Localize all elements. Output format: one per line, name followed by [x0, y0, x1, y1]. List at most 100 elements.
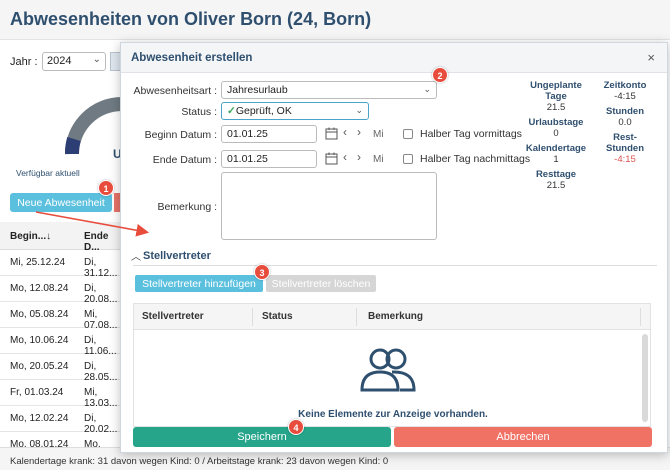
column-header-end[interactable]: Ende D... [84, 231, 109, 253]
add-deputy-button[interactable]: Stellvertreter hinzufügen [135, 275, 263, 292]
year-select[interactable]: 2024 ⌄ [42, 52, 106, 71]
cell-begin: Fr, 01.03.24 [10, 387, 64, 398]
create-absence-dialog: Abwesenheit erstellen × Abwesenheitsart … [120, 42, 668, 453]
chevron-left-icon[interactable]: ‹ [343, 125, 347, 139]
end-date-input[interactable]: 01.01.25 [221, 150, 317, 168]
stat-label: Rest-Stunden [606, 132, 644, 154]
annotation-badge: 1 [98, 180, 114, 196]
stats-left: Ungeplante Tage 21.5 Urlaubstage 0 Kalen… [519, 80, 593, 191]
column-header-status[interactable]: Status [262, 311, 293, 322]
grid-header: Stellvertreter Status Bemerkung [134, 304, 650, 330]
half-day-afternoon-label: Halber Tag nachmittags [420, 153, 531, 165]
start-date-input[interactable]: 01.01.25 [221, 125, 317, 143]
chevron-right-icon[interactable]: › [357, 125, 361, 139]
column-separator [640, 308, 641, 326]
stat-value: 0 [553, 128, 559, 139]
section-title[interactable]: Stellvertreter [143, 250, 211, 262]
annotation-badge: 4 [288, 419, 304, 435]
chevron-left-icon[interactable]: ‹ [343, 150, 347, 164]
chevron-up-icon[interactable]: ︿ [131, 252, 141, 263]
type-label: Abwesenheitsart : [133, 85, 217, 97]
annotation-badge: 2 [432, 67, 448, 83]
start-weekday: Mi [373, 129, 384, 140]
column-header-note[interactable]: Bemerkung [368, 311, 424, 322]
save-button[interactable]: Speichern [133, 427, 391, 447]
cell-end: Di, 20.08... [84, 283, 118, 305]
absence-type-select[interactable]: Jahresurlaub ⌄ [221, 81, 437, 99]
cell-end: Di, 11.06... [84, 335, 117, 357]
new-absence-button[interactable]: Neue Abwesenheit [10, 193, 112, 212]
cell-begin: Mo, 05.08.24 [10, 309, 69, 320]
available-text: Verfügbar aktuell [16, 168, 80, 178]
stat-label: Ungeplante Tage [530, 80, 582, 102]
chevron-right-icon[interactable]: › [357, 150, 361, 164]
half-day-afternoon-checkbox[interactable] [403, 154, 413, 164]
page-title: Abwesenheiten von Oliver Born (24, Born) [10, 9, 372, 29]
column-separator [252, 308, 253, 326]
stat-label: Zeitkonto [603, 80, 647, 91]
end-date-value: 01.01.25 [227, 153, 268, 165]
gauge-label: U [113, 147, 122, 161]
status-select[interactable]: ✓Geprüft, OK ⌄ [221, 102, 369, 120]
table-row[interactable]: Mo, 10.06.24 Di, 11.06... [0, 328, 125, 357]
table-row[interactable]: Mo, 20.05.24 Di, 28.05... [0, 354, 125, 383]
annotation-badge: 3 [254, 264, 270, 280]
availability-gauge [65, 97, 123, 155]
column-separator [356, 308, 357, 326]
calendar-icon[interactable] [325, 152, 338, 165]
cancel-button[interactable]: Abbrechen [394, 427, 652, 447]
cell-begin: Mo, 10.06.24 [10, 335, 69, 346]
cell-begin: Mo, 12.02.24 [10, 413, 69, 424]
cell-begin: Mo, 08.01.24 [10, 439, 69, 450]
cell-end: Di, 20.02... [84, 413, 118, 435]
cell-end: Di, 31.12... [84, 257, 118, 279]
partially-hidden-button[interactable] [114, 193, 124, 212]
table-row[interactable]: Fr, 01.03.24 Mi, 13.03... [0, 380, 125, 409]
table-header: Begin...↓ Ende D... [0, 222, 125, 253]
stats-right: Zeitkonto -4:15 Stunden 0.0 Rest-Stunden… [595, 80, 655, 165]
delete-deputy-button[interactable]: Stellvertreter löschen [266, 275, 376, 292]
table-row[interactable]: Mo, 12.08.24 Di, 20.08... [0, 276, 125, 305]
cell-begin: Mo, 12.08.24 [10, 283, 69, 294]
start-date-value: 01.01.25 [227, 128, 268, 140]
check-icon: ✓ [227, 105, 236, 117]
status-value: Geprüft, OK [235, 105, 292, 117]
chevron-down-icon: ⌄ [92, 54, 101, 65]
end-weekday: Mi [373, 154, 384, 165]
half-day-morning-label: Halber Tag vormittags [420, 128, 522, 140]
absences-table: Begin...↓ Ende D... Mi, 25.12.24 Di, 31.1… [0, 222, 125, 461]
end-date-label: Ende Datum : [152, 154, 217, 166]
stat-label: Kalendertage [525, 143, 587, 154]
start-date-label: Beginn Datum : [144, 129, 217, 141]
table-row[interactable]: Mo, 12.02.24 Di, 20.02... [0, 406, 125, 435]
deputy-grid: Stellvertreter Status Bemerkung Keine El… [133, 303, 651, 427]
close-icon[interactable]: × [647, 50, 655, 65]
cell-end: Mi, 07.08... [84, 309, 118, 331]
table-row[interactable]: Mi, 25.12.24 Di, 31.12... [0, 250, 125, 279]
stat-value: -4:15 [614, 91, 636, 102]
empty-message: Keine Elemente zur Anzeige vorhanden. [298, 409, 488, 420]
note-textarea[interactable] [221, 172, 437, 240]
cell-begin: Mi, 25.12.24 [10, 257, 66, 268]
half-day-morning-checkbox[interactable] [403, 129, 413, 139]
column-header-begin[interactable]: Begin...↓ [10, 231, 52, 242]
stat-value: 21.5 [546, 102, 566, 113]
note-label: Bemerkung : [157, 201, 217, 213]
stat-value: 1 [553, 154, 559, 165]
page-header: Abwesenheiten von Oliver Born (24, Born) [0, 0, 670, 40]
year-label: Jahr : [10, 56, 38, 68]
stat-value: -4:15 [614, 154, 636, 165]
grid-scrollbar[interactable] [642, 334, 648, 422]
status-label: Status : [181, 106, 217, 118]
table-row[interactable]: Mo, 05.08.24 Mi, 07.08... [0, 302, 125, 331]
chevron-down-icon: ⌄ [423, 84, 431, 94]
year-value: 2024 [47, 55, 72, 67]
cell-end: Mi, 13.03... [84, 387, 118, 409]
footer-summary: Kalendertage krank: 31 davon wegen Kind:… [10, 456, 389, 467]
table-body: Mi, 25.12.24 Di, 31.12... Mo, 12.08.24 Di, … [0, 250, 125, 461]
users-icon [360, 348, 416, 392]
column-header-deputy[interactable]: Stellvertreter [142, 311, 204, 322]
stat-label: Resttage [535, 169, 577, 180]
chevron-down-icon: ⌄ [355, 105, 363, 115]
calendar-icon[interactable] [325, 127, 338, 140]
